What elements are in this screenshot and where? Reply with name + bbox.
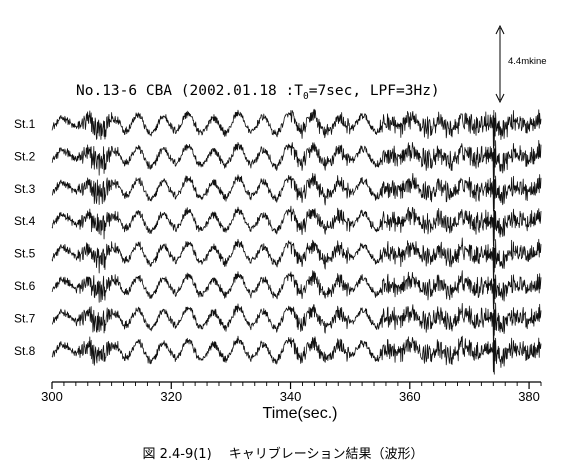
chart-title-subscript: 0 xyxy=(303,91,309,102)
waveform-trace xyxy=(51,202,542,247)
waveform-trace xyxy=(51,108,542,149)
waveform-trace xyxy=(51,301,542,345)
chart-title: No.13-6 CBA (2002.01.18 :T0=7sec, LPF=3H… xyxy=(76,83,440,102)
x-tick-label: 340 xyxy=(280,389,302,404)
amplitude-scale-bar xyxy=(495,24,505,104)
waveform-trace xyxy=(51,332,542,375)
chart-title-suffix: =7sec, LPF=3Hz) xyxy=(309,83,440,99)
x-axis-label: Time(sec.) xyxy=(263,405,338,422)
x-tick-label: 360 xyxy=(399,389,421,404)
waveform-trace xyxy=(51,139,542,184)
station-label: St.4 xyxy=(14,214,36,228)
x-tick-label: 380 xyxy=(518,389,540,404)
waveform-trace xyxy=(51,233,542,282)
station-label: St.5 xyxy=(14,247,36,261)
waveform-traces xyxy=(51,108,542,375)
chart-title-prefix: No.13-6 CBA (2002.01.18 :T xyxy=(76,83,303,99)
waveform-trace xyxy=(51,171,542,212)
station-label: St.8 xyxy=(14,344,36,358)
figure-caption: 図 2.4-9(1) キャリブレーション結果（波形） xyxy=(142,446,423,462)
station-label: St.7 xyxy=(14,311,36,325)
station-label: St.3 xyxy=(14,182,36,196)
station-labels: St.1 St.2 St.3 St.4 St.5 St.6 St.7 St.8 xyxy=(14,117,36,358)
station-label: St.1 xyxy=(14,117,36,131)
x-axis: 300 320 340 360 380 xyxy=(41,381,542,404)
station-label: St.2 xyxy=(14,149,36,163)
scale-label: 4.4mkine xyxy=(508,56,547,67)
station-label: St.6 xyxy=(14,279,36,293)
x-tick-label: 320 xyxy=(160,389,182,404)
x-tick-label: 300 xyxy=(41,389,63,404)
waveform-trace xyxy=(51,270,542,310)
